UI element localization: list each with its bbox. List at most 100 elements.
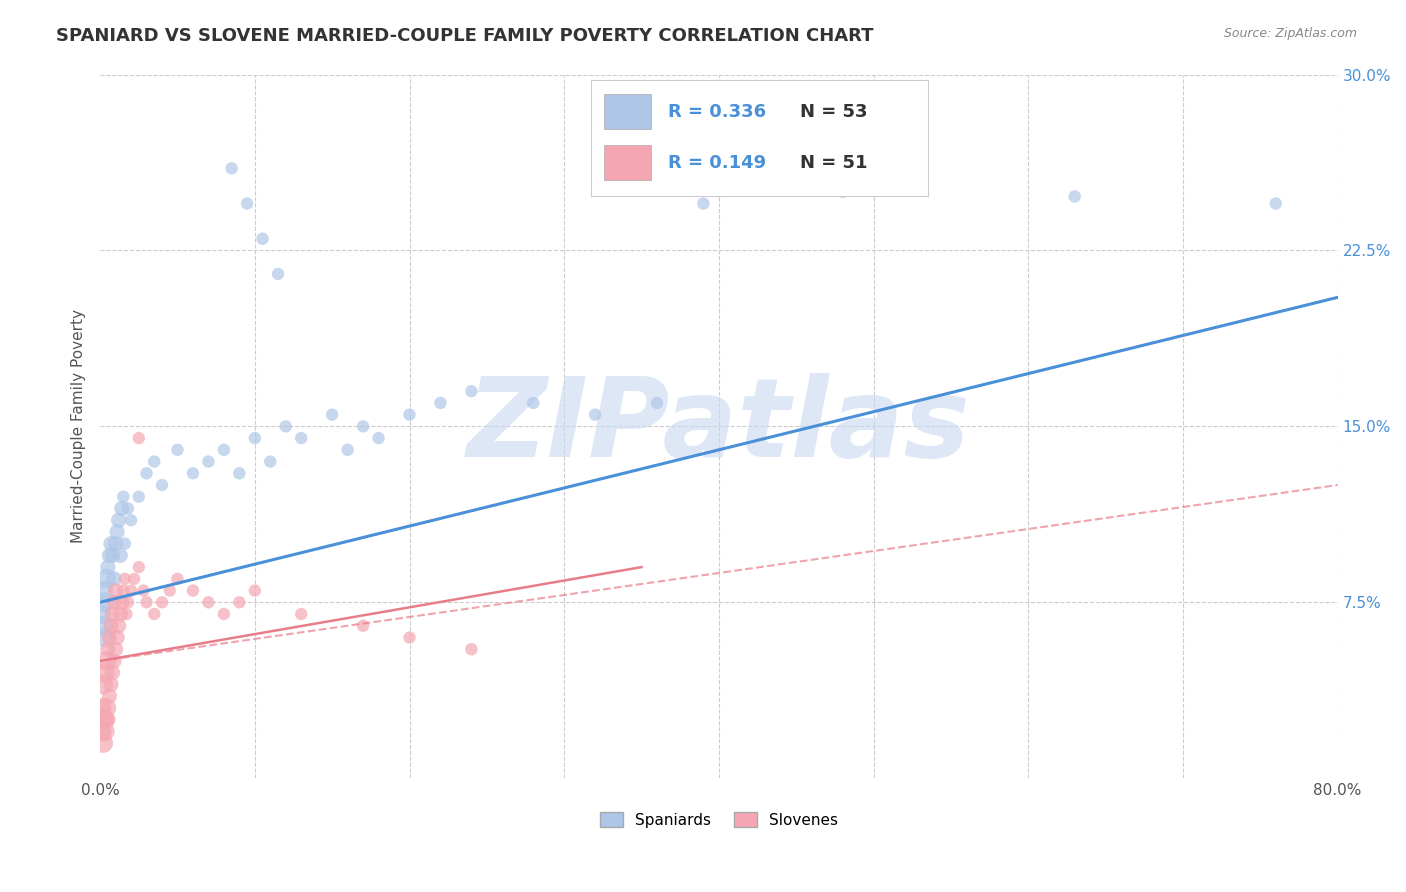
Point bbox=[91, 736, 114, 750]
Point bbox=[98, 631, 121, 645]
Point bbox=[94, 724, 117, 739]
Point bbox=[98, 689, 121, 703]
Point bbox=[110, 549, 132, 563]
Point bbox=[94, 713, 117, 727]
Text: R = 0.149: R = 0.149 bbox=[668, 153, 766, 171]
Point bbox=[212, 442, 235, 457]
Point bbox=[90, 607, 112, 621]
Point bbox=[97, 560, 120, 574]
Text: Source: ZipAtlas.com: Source: ZipAtlas.com bbox=[1223, 27, 1357, 40]
Point bbox=[103, 572, 125, 586]
Point bbox=[212, 607, 235, 621]
Point bbox=[128, 560, 150, 574]
Point bbox=[143, 607, 166, 621]
Point bbox=[97, 642, 120, 657]
Point bbox=[94, 631, 117, 645]
Point bbox=[135, 595, 157, 609]
Point bbox=[94, 665, 117, 680]
Point bbox=[122, 572, 145, 586]
Point bbox=[96, 572, 118, 586]
Point bbox=[96, 654, 118, 668]
Point bbox=[197, 595, 219, 609]
Point bbox=[259, 454, 281, 468]
Point bbox=[104, 583, 127, 598]
Point bbox=[107, 619, 129, 633]
Point bbox=[274, 419, 297, 434]
Point bbox=[159, 583, 181, 598]
Point bbox=[101, 665, 124, 680]
Point bbox=[166, 442, 188, 457]
Point bbox=[111, 501, 134, 516]
Point bbox=[112, 490, 135, 504]
Point bbox=[120, 513, 142, 527]
Point bbox=[150, 595, 173, 609]
Point bbox=[336, 442, 359, 457]
Point bbox=[115, 607, 138, 621]
Point bbox=[290, 431, 312, 445]
Point bbox=[236, 196, 259, 211]
Point bbox=[181, 583, 204, 598]
Point bbox=[100, 536, 122, 550]
Point bbox=[114, 536, 136, 550]
Point bbox=[831, 185, 853, 199]
Point bbox=[645, 396, 668, 410]
Legend: Spaniards, Slovenes: Spaniards, Slovenes bbox=[593, 805, 844, 834]
Point bbox=[128, 431, 150, 445]
Point bbox=[398, 408, 420, 422]
Point bbox=[112, 583, 135, 598]
Point bbox=[692, 196, 714, 211]
Point bbox=[94, 595, 117, 609]
Point bbox=[105, 524, 128, 539]
Point bbox=[321, 408, 343, 422]
Point bbox=[104, 536, 127, 550]
Point bbox=[460, 642, 482, 657]
Point bbox=[398, 631, 420, 645]
Point bbox=[104, 642, 127, 657]
Point bbox=[166, 572, 188, 586]
Text: N = 51: N = 51 bbox=[800, 153, 868, 171]
Point bbox=[352, 419, 374, 434]
Point bbox=[352, 619, 374, 633]
Point bbox=[267, 267, 290, 281]
Text: N = 53: N = 53 bbox=[800, 103, 868, 120]
Point bbox=[290, 607, 312, 621]
Point bbox=[91, 583, 114, 598]
Point bbox=[135, 467, 157, 481]
Point bbox=[117, 501, 139, 516]
Point bbox=[101, 607, 124, 621]
Point bbox=[367, 431, 389, 445]
Point bbox=[143, 454, 166, 468]
Text: ZIPatlas: ZIPatlas bbox=[467, 373, 970, 480]
Point bbox=[110, 607, 132, 621]
Bar bbox=[605, 145, 651, 180]
Point bbox=[107, 513, 129, 527]
Point bbox=[522, 396, 544, 410]
Point bbox=[96, 701, 118, 715]
Point bbox=[252, 232, 274, 246]
Point bbox=[103, 595, 125, 609]
Point bbox=[243, 431, 266, 445]
Point bbox=[197, 454, 219, 468]
Point bbox=[114, 572, 136, 586]
Point bbox=[150, 478, 173, 492]
Point bbox=[181, 467, 204, 481]
Point bbox=[97, 713, 120, 727]
Text: R = 0.336: R = 0.336 bbox=[668, 103, 766, 120]
Point bbox=[228, 595, 250, 609]
Point bbox=[120, 583, 142, 598]
Point bbox=[105, 631, 128, 645]
Point bbox=[98, 549, 121, 563]
Point bbox=[91, 677, 114, 691]
Point bbox=[100, 677, 122, 691]
Point bbox=[90, 724, 112, 739]
Point bbox=[91, 713, 114, 727]
Y-axis label: Married-Couple Family Poverty: Married-Couple Family Poverty bbox=[72, 310, 86, 543]
Point bbox=[117, 595, 139, 609]
Point bbox=[91, 619, 114, 633]
Point bbox=[103, 654, 125, 668]
Text: SPANIARD VS SLOVENE MARRIED-COUPLE FAMILY POVERTY CORRELATION CHART: SPANIARD VS SLOVENE MARRIED-COUPLE FAMIL… bbox=[56, 27, 873, 45]
Point bbox=[583, 408, 606, 422]
Point bbox=[132, 583, 155, 598]
Point bbox=[221, 161, 243, 176]
Bar bbox=[605, 95, 651, 129]
